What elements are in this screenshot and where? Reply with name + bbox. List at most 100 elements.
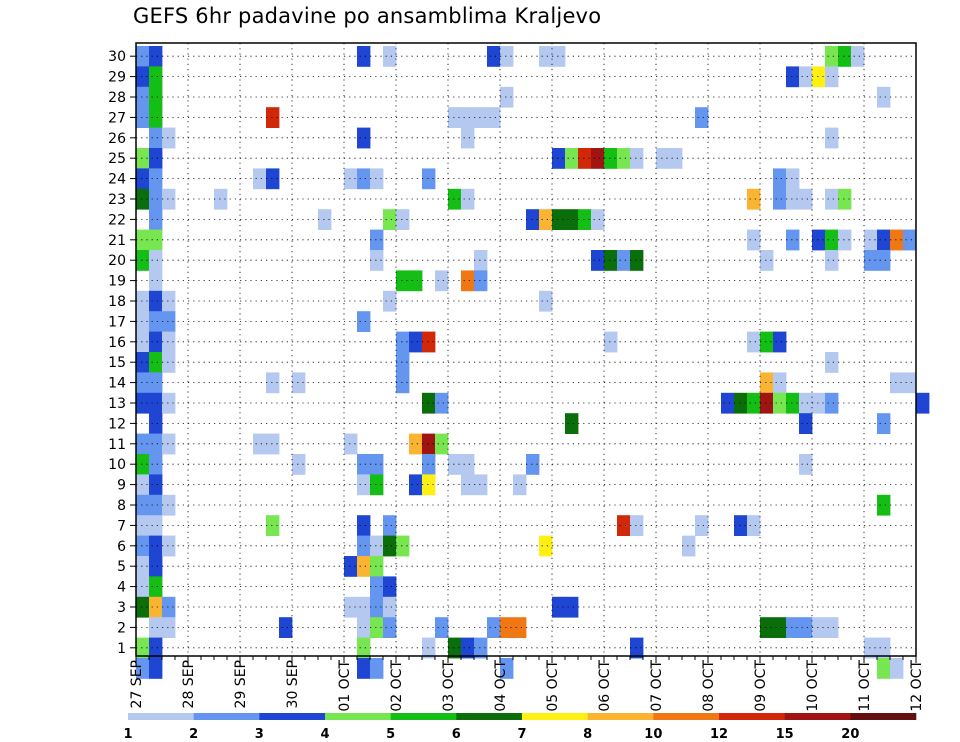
- heatmap-cell: [903, 372, 917, 394]
- heatmap-cell: [396, 331, 410, 353]
- heatmap-cell: [825, 617, 839, 638]
- heatmap-cell: [370, 454, 384, 475]
- heatmap-cell: [864, 229, 878, 251]
- heatmap-cell: [383, 209, 397, 230]
- y-tick-label: 21: [108, 233, 126, 249]
- heatmap-cell: [162, 392, 176, 414]
- heatmap-cell: [539, 290, 553, 312]
- x-tick-label: 09 OCT: [753, 660, 769, 712]
- y-tick-label: 30: [108, 49, 126, 65]
- heatmap-cell: [344, 556, 358, 577]
- y-tick-label: 14: [108, 376, 126, 392]
- legend-swatch: [193, 713, 260, 720]
- heatmap-cell: [695, 107, 709, 128]
- heatmap-cell: [396, 372, 410, 394]
- heatmap-cell: [721, 392, 735, 414]
- heatmap-cell: [851, 46, 865, 67]
- heatmap-cell: [266, 168, 280, 190]
- heatmap-cell: [149, 229, 163, 251]
- heatmap-cell: [149, 494, 163, 516]
- y-tick-label: 15: [108, 355, 126, 371]
- heatmap-cell: [422, 454, 436, 475]
- heatmap-cell: [448, 188, 462, 210]
- heatmap-cell: [344, 168, 358, 190]
- heatmap-cell: [825, 46, 839, 67]
- heatmap-cell: [357, 168, 371, 190]
- heatmap-cell: [786, 66, 800, 88]
- color-legend: 1 2 3 4 5 6 7 8 10 12 15 20: [123, 713, 917, 742]
- heatmap-cell: [149, 352, 163, 373]
- legend-label: 7: [517, 727, 526, 742]
- heatmap-cell: [591, 209, 605, 230]
- heatmap-cell: [162, 617, 176, 638]
- heatmap-cell: [136, 290, 150, 312]
- heatmap-cell: [357, 46, 371, 67]
- heatmap-cell: [383, 596, 397, 618]
- y-tick-label: 17: [108, 314, 126, 330]
- heatmap-cell: [149, 66, 163, 88]
- legend-swatch: [259, 713, 326, 720]
- heatmap-cell: [344, 433, 358, 455]
- heatmap-cell: [786, 168, 800, 190]
- heatmap-cell: [812, 617, 826, 638]
- heatmap-cell: [526, 209, 540, 230]
- heatmap-cell: [370, 168, 384, 190]
- heatmap-cell: [136, 556, 150, 577]
- heatmap-cell: [747, 188, 761, 210]
- heatmap-cell: [825, 392, 839, 414]
- heatmap-cell: [760, 392, 774, 414]
- heatmap-cell: [669, 148, 683, 169]
- heatmap-cell: [136, 86, 150, 108]
- heatmap-cell: [162, 596, 176, 618]
- heatmap-cell: [760, 250, 774, 271]
- y-tick-label: 29: [108, 70, 126, 86]
- legend-label: 20: [841, 727, 859, 742]
- heatmap-cell: [162, 290, 176, 312]
- heatmap-cell: [370, 658, 384, 679]
- heatmap-cell: [149, 188, 163, 210]
- heatmap-cell: [786, 188, 800, 210]
- heatmap-cell: [370, 617, 384, 638]
- heatmap-cell: [838, 229, 852, 251]
- heatmap-cell: [604, 148, 618, 169]
- heatmap-cell: [357, 556, 371, 577]
- heatmap-cell: [136, 229, 150, 251]
- heatmap-cell: [383, 617, 397, 638]
- y-tick-label: 24: [108, 172, 126, 188]
- heatmap-cell: [266, 107, 280, 128]
- y-tick-label: 6: [117, 539, 126, 555]
- heatmap-cell: [344, 596, 358, 618]
- legend-label: 2: [189, 727, 198, 742]
- heatmap-cell: [149, 168, 163, 190]
- heatmap-cell: [487, 617, 501, 638]
- heatmap-cell: [266, 515, 280, 536]
- x-tick-label: 11 OCT: [857, 660, 873, 712]
- heatmap-cell: [617, 250, 631, 271]
- heatmap-cell: [318, 209, 332, 230]
- x-tick-label: 08 OCT: [701, 660, 717, 712]
- heatmap-cell: [877, 229, 891, 251]
- heatmap-cell: [825, 188, 839, 210]
- heatmap-cell: [513, 617, 527, 638]
- heatmap-cell: [422, 637, 436, 659]
- heatmap-cell: [448, 637, 462, 659]
- heatmap-cell: [149, 46, 163, 67]
- heatmap-cell: [136, 168, 150, 190]
- heatmap-cell: [448, 454, 462, 475]
- heatmap-cell: [786, 617, 800, 638]
- heatmap-cell: [149, 209, 163, 230]
- heatmap-cell: [474, 250, 488, 271]
- heatmap-cell: [357, 535, 371, 557]
- heatmap-cell: [630, 515, 644, 536]
- heatmap-cell: [435, 270, 449, 292]
- heatmap-cell: [149, 290, 163, 312]
- heatmap-cell: [370, 596, 384, 618]
- heatmap-cell: [799, 413, 813, 434]
- heatmap-cell: [162, 433, 176, 455]
- heatmap-cell: [357, 474, 371, 496]
- heatmap-cell: [747, 515, 761, 536]
- heatmap-cell: [877, 637, 891, 659]
- heatmap-cell: [149, 576, 163, 598]
- heatmap-cell: [409, 270, 423, 292]
